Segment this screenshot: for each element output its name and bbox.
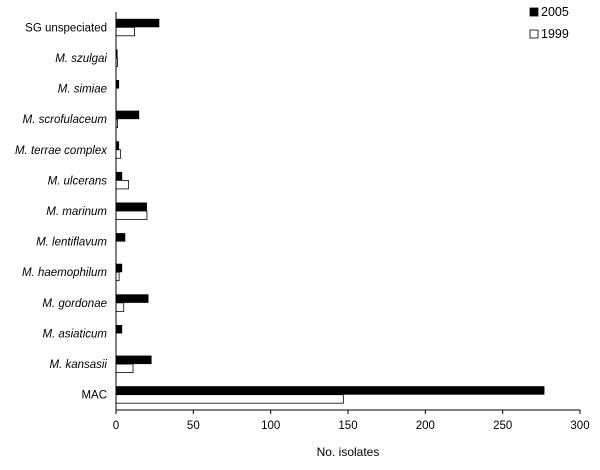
- bars: [115, 18, 545, 404]
- category-label: MAC: [81, 390, 107, 402]
- category-label: M. simiae: [58, 84, 107, 96]
- x-tick-label: 100: [261, 420, 280, 432]
- legend-label-1999: 1999: [541, 27, 569, 41]
- category-label: M. kansasii: [49, 359, 107, 371]
- bar-1999: [115, 302, 125, 312]
- category-label: SG unspeciated: [25, 22, 107, 34]
- category-label: M. scrofulaceum: [23, 114, 108, 126]
- bar-1999: [115, 394, 344, 404]
- bar-2005: [116, 202, 147, 211]
- bar-1999: [115, 149, 122, 159]
- legend: 2005 1999: [529, 5, 569, 41]
- bar-2005: [116, 49, 118, 58]
- x-tick-label: 150: [338, 420, 357, 432]
- x-tick-label: 200: [416, 420, 435, 432]
- x-tick-label: 50: [187, 420, 200, 432]
- category-label: M. szulgai: [55, 53, 107, 65]
- category-label: M. gordonae: [42, 298, 107, 310]
- bar-1999: [115, 210, 148, 220]
- bar-2005: [116, 171, 123, 181]
- category-label: M. asiaticum: [42, 328, 107, 340]
- x-tick-label: 300: [570, 420, 589, 432]
- x-axis-title: No. isolates: [317, 445, 380, 459]
- bar-2005: [116, 386, 545, 395]
- bar-2005: [116, 233, 126, 242]
- category-label: M. lentiflavum: [36, 237, 107, 249]
- bar-2005: [116, 355, 152, 365]
- category-label: M. ulcerans: [48, 175, 108, 187]
- bar-2005: [116, 80, 120, 89]
- x-tick-label: 0: [113, 420, 119, 432]
- bar-2005: [116, 263, 123, 273]
- bar-2005: [116, 141, 120, 150]
- bar-1999: [115, 26, 135, 37]
- x-axis-ticks: 0 50 100 150 200 250 300: [113, 410, 590, 432]
- bar-2005: [116, 294, 149, 303]
- category-labels: SG unspeciated M. szulgai M. simiae M. scro…: [15, 22, 108, 401]
- category-label: M. marinum: [46, 206, 107, 218]
- bar-2005: [116, 324, 123, 334]
- legend-swatch-1999: [529, 29, 539, 39]
- legend-label-2005: 2005: [541, 5, 569, 19]
- bar-1999: [115, 363, 134, 373]
- bar-1999: [115, 179, 129, 190]
- x-tick-label: 250: [493, 420, 512, 432]
- legend-swatch-2005: [529, 7, 539, 17]
- category-label: M. terrae complex: [15, 145, 108, 157]
- bar-2005: [116, 18, 160, 28]
- bar-2005: [116, 110, 140, 120]
- category-label: M. haemophilum: [22, 267, 107, 279]
